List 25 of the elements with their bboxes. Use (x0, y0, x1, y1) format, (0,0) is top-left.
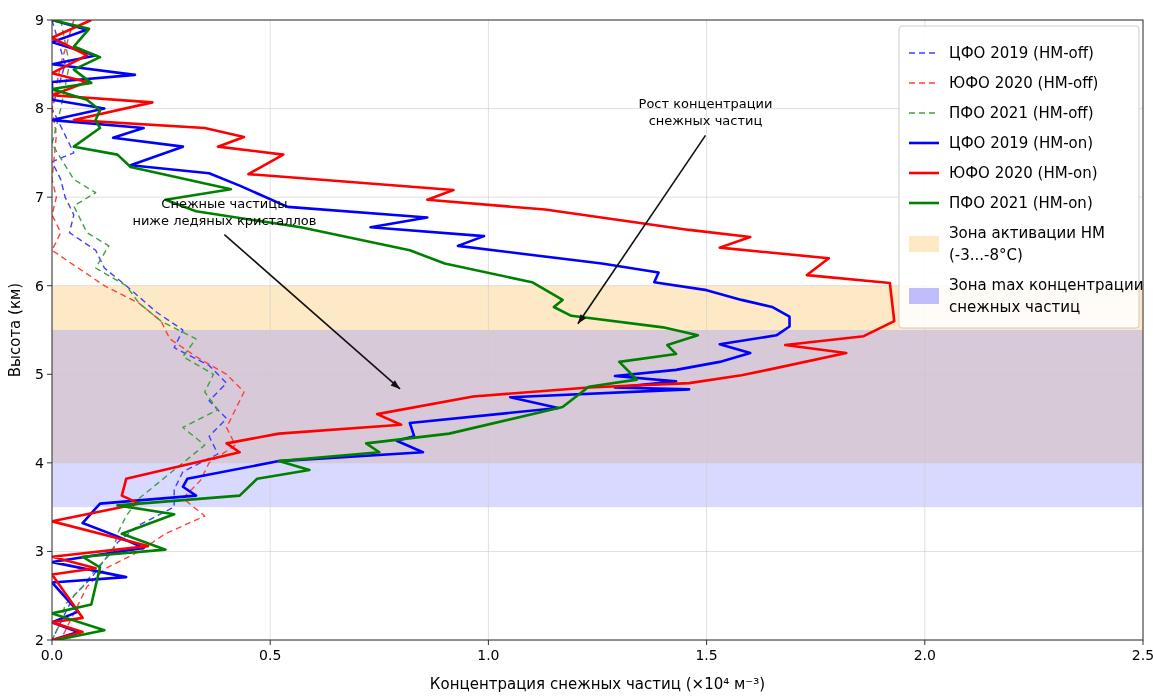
legend-label: ЮФО 2020 (НМ-on) (949, 164, 1098, 183)
y-tick-label: 4 (35, 454, 45, 471)
y-tick-label: 3 (35, 543, 44, 560)
legend-label: ЦФО 2019 (НМ-off) (949, 44, 1094, 63)
legend-label: Зона активации НМ (-3...-8°C) (949, 224, 1106, 265)
y-tick-label: 2 (35, 631, 44, 648)
legend-label: ЦФО 2019 (НМ-on) (949, 134, 1094, 153)
legend-label: ПФО 2021 (НМ-off) (949, 104, 1094, 123)
y-tick-label: 5 (35, 366, 44, 383)
y-tick-label: 6 (35, 277, 45, 294)
y-tick-label: 9 (35, 11, 44, 28)
x-tick-label: 2.0 (913, 647, 936, 663)
y-axis-title: Высота (км) (6, 282, 24, 378)
annotation: Рост концентрации снежных частиц (638, 96, 773, 129)
legend-label: ЮФО 2020 (НМ-off) (949, 74, 1099, 93)
x-tick-label: 1.5 (695, 647, 718, 663)
legend-label: ПФО 2021 (НМ-on) (949, 194, 1093, 213)
x-tick-label: 0.5 (259, 647, 282, 663)
y-tick-label: 7 (35, 189, 44, 206)
x-tick-label: 1.0 (477, 647, 500, 663)
x-tick-label: 2.5 (1131, 647, 1153, 663)
y-tick-label: 8 (35, 100, 44, 117)
legend-label: Зона max концентрации снежных частиц (949, 276, 1144, 317)
x-tick-label: 0.0 (40, 647, 64, 663)
x-axis-title: Концентрация снежных частиц (×10⁴ м⁻³) (429, 675, 766, 693)
